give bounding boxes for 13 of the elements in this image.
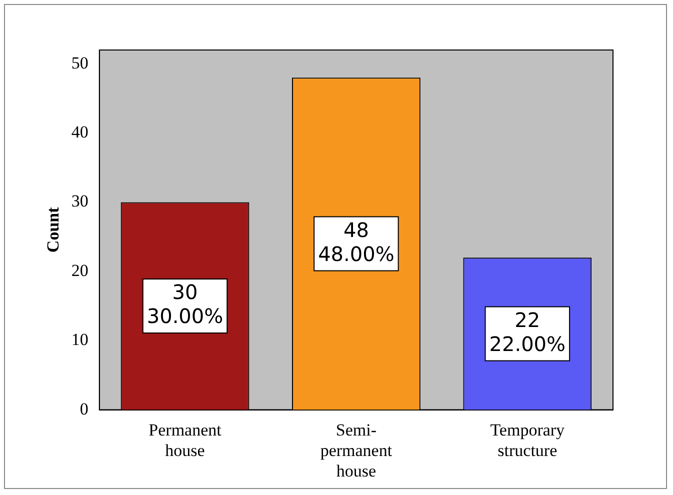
data-label: 30 30.00% [146, 280, 224, 328]
y-axis-title: Count [44, 206, 63, 253]
y-tick-label: 40 [71, 122, 88, 142]
y-tick-label: 20 [71, 260, 88, 280]
y-tick-label: 50 [71, 53, 88, 72]
x-tick-label: Permanent house [148, 420, 222, 460]
y-tick-label: 0 [80, 399, 88, 418]
data-label: 48 48.00% [318, 218, 394, 266]
y-tick-label: 30 [71, 192, 88, 211]
x-tick-label: Temporary structure [490, 420, 566, 460]
y-tick-label: 10 [71, 330, 88, 350]
data-label: 22 22.00% [489, 308, 566, 356]
x-tick-label: Semi-permanent house [320, 420, 392, 480]
